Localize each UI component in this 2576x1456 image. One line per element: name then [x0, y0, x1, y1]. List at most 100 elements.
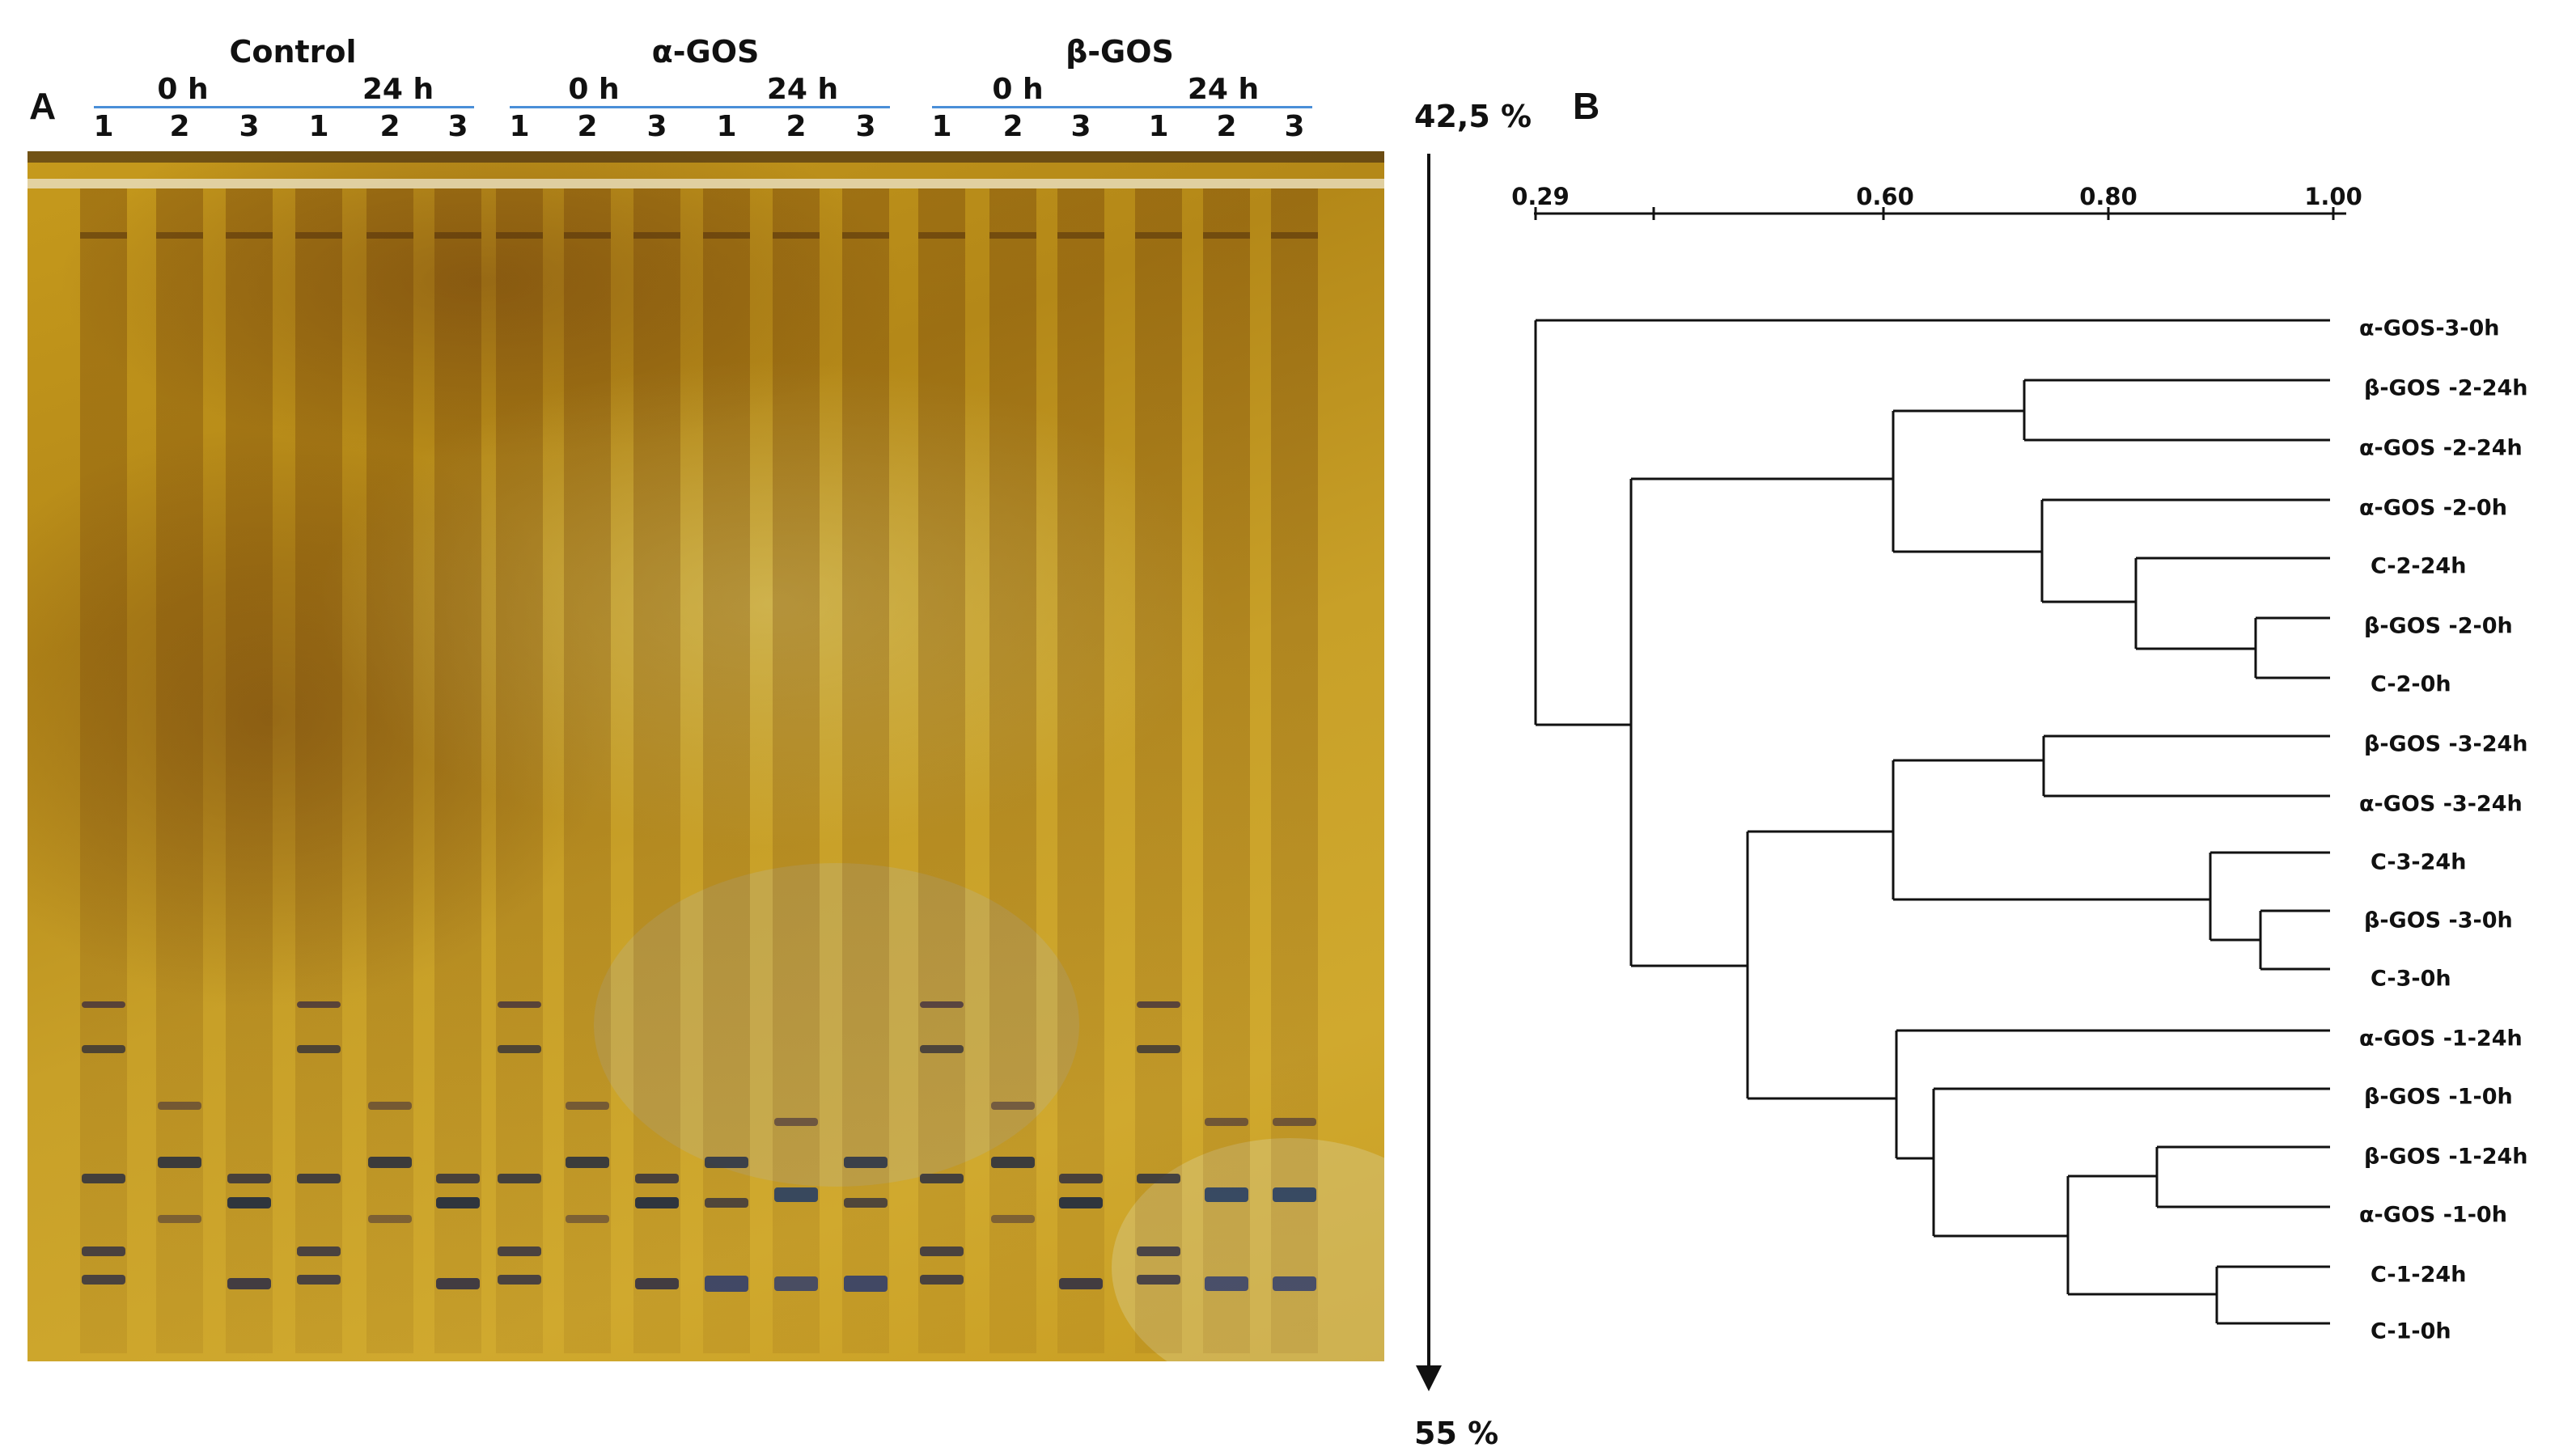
- lane-number: 2: [379, 110, 400, 143]
- gel-band: [705, 1276, 748, 1292]
- leaf-label: β-GOS -1-24h: [2364, 1144, 2528, 1170]
- gel-band: [1273, 1276, 1316, 1291]
- gel-band: [920, 1275, 964, 1285]
- time-label-beta-0h: 0 h: [992, 73, 1044, 106]
- gel-band: [498, 1174, 541, 1183]
- gel-band: [774, 1118, 818, 1126]
- gel-band: [366, 232, 413, 239]
- leaf-label: C-1-0h: [2371, 1318, 2451, 1344]
- gel-lane: [918, 188, 965, 1353]
- gel-band: [1137, 1275, 1180, 1285]
- gel-band: [1273, 1118, 1316, 1126]
- gel-band: [227, 1278, 271, 1289]
- panel-a-label: A: [29, 85, 57, 127]
- gel-band: [295, 232, 342, 239]
- gel-band: [498, 1045, 541, 1053]
- leaf-label: C-2-24h: [2371, 553, 2467, 579]
- gel-band: [436, 1174, 480, 1183]
- gel-band: [82, 1246, 125, 1256]
- gel-band: [774, 1276, 818, 1291]
- leaf-label: α-GOS -2-0h: [2359, 495, 2507, 521]
- gel-band: [1057, 232, 1104, 239]
- lane-number: 3: [239, 110, 260, 143]
- lane-number: 1: [716, 110, 737, 143]
- gel-band: [1059, 1174, 1103, 1183]
- gel-band: [566, 1215, 609, 1223]
- gel-lane: [366, 188, 413, 1353]
- gradient-arrow: [1416, 154, 1442, 1391]
- gel-band: [436, 1278, 480, 1289]
- time-label-beta-24h: 24 h: [1187, 73, 1260, 106]
- dgge-gel-image: [28, 151, 1384, 1361]
- gel-band: [1205, 1276, 1248, 1291]
- gel-band: [158, 1102, 201, 1110]
- leaf-label: β-GOS -3-0h: [2364, 908, 2513, 933]
- lane-number: 1: [931, 110, 952, 143]
- gel-band: [635, 1174, 679, 1183]
- leaf-label: β-GOS -3-24h: [2364, 731, 2528, 757]
- lane-number: 3: [447, 110, 468, 143]
- gel-lane: [496, 188, 543, 1353]
- gel-lanes: [80, 188, 1318, 1353]
- gel-band: [1137, 1045, 1180, 1053]
- gel-band: [226, 232, 273, 239]
- gel-band: [297, 1001, 341, 1008]
- lane-number: 2: [1216, 110, 1237, 143]
- gel-lane: [703, 188, 750, 1353]
- gel-band: [844, 1198, 888, 1208]
- gel-band: [498, 1001, 541, 1008]
- gel-lane: [434, 188, 481, 1353]
- gel-lane: [989, 188, 1036, 1353]
- gel-band: [633, 232, 680, 239]
- leaf-label: α-GOS -1-0h: [2359, 1202, 2507, 1228]
- gel-band: [635, 1278, 679, 1289]
- lane-number: 3: [1284, 110, 1305, 143]
- gel-band: [82, 1001, 125, 1008]
- gel-band: [1273, 1187, 1316, 1202]
- gel-band: [80, 232, 127, 239]
- time-label-control-24h: 24 h: [362, 73, 434, 106]
- leaf-label: α-GOS -3-24h: [2359, 791, 2523, 817]
- gel-band: [1271, 232, 1318, 239]
- gel-band: [1137, 1174, 1180, 1183]
- gel-band: [773, 232, 820, 239]
- gel-band: [705, 1198, 748, 1208]
- gel-band: [368, 1102, 412, 1110]
- time-label-alpha-0h: 0 h: [568, 73, 620, 106]
- gel-band: [434, 232, 481, 239]
- group-underline-control: [94, 106, 474, 108]
- lane-number: 1: [93, 110, 114, 143]
- lane-number: 3: [646, 110, 667, 143]
- gel-band: [844, 1276, 888, 1292]
- gel-band: [564, 232, 611, 239]
- gel-band: [227, 1197, 271, 1208]
- gel-lane: [564, 188, 611, 1353]
- gel-band: [1205, 1118, 1248, 1126]
- gel-band: [1203, 232, 1250, 239]
- gel-band: [1059, 1197, 1103, 1208]
- scale-tick-label: 0.80: [2079, 183, 2137, 210]
- gel-band: [1135, 232, 1182, 239]
- leaf-label: β-GOS -1-0h: [2364, 1084, 2513, 1110]
- gel-band: [991, 1215, 1035, 1223]
- gel-band: [368, 1215, 412, 1223]
- gel-band: [156, 232, 203, 239]
- gel-band: [297, 1045, 341, 1053]
- gel-band: [498, 1246, 541, 1256]
- gel-lane: [1203, 188, 1250, 1353]
- gel-band: [566, 1157, 609, 1168]
- leaf-label: α-GOS-3-0h: [2359, 315, 2500, 341]
- gel-band: [991, 1157, 1035, 1168]
- lane-number: 3: [855, 110, 876, 143]
- gel-band: [842, 232, 889, 239]
- gel-band: [566, 1102, 609, 1110]
- time-label-control-0h: 0 h: [157, 73, 209, 106]
- gel-lane: [842, 188, 889, 1353]
- gel-band: [920, 1174, 964, 1183]
- gel-well-line: [28, 179, 1384, 188]
- gel-band: [703, 232, 750, 239]
- leaf-label: α-GOS -2-24h: [2359, 435, 2523, 461]
- gel-band: [844, 1157, 888, 1168]
- gel-band: [82, 1045, 125, 1053]
- gel-band: [82, 1275, 125, 1285]
